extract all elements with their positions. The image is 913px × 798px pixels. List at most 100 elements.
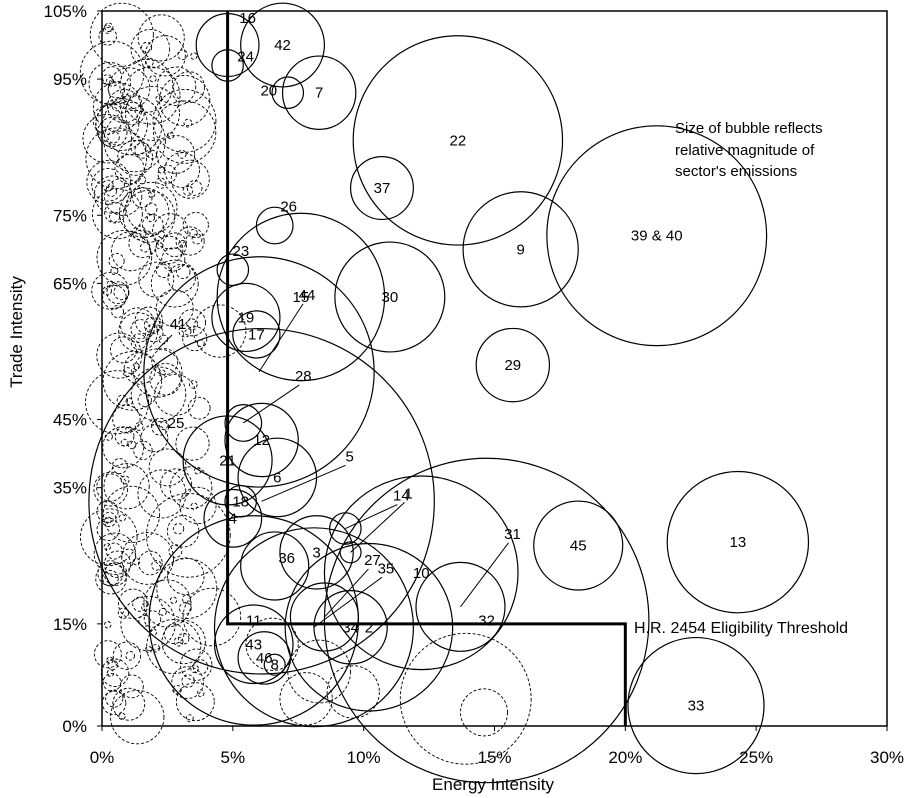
bubble-label: 19	[238, 309, 255, 326]
ineligible-bubble	[113, 284, 130, 301]
bubble-label: 41	[170, 316, 187, 333]
bubble-label: 9	[516, 241, 524, 258]
ineligible-bubble	[102, 569, 119, 587]
ineligible-bubble	[167, 263, 196, 293]
bubble-label: 18	[232, 493, 249, 510]
ineligible-bubble	[196, 689, 205, 697]
bubble-10	[323, 475, 519, 671]
ineligible-bubble	[89, 2, 154, 67]
bubble-label: 20	[260, 83, 277, 100]
ineligible-bubble	[96, 517, 120, 541]
bubble-22	[352, 35, 564, 246]
bubble-28	[224, 404, 263, 442]
bubble-7	[281, 55, 357, 130]
bubble-13	[666, 470, 810, 614]
ineligible-bubble	[172, 684, 182, 695]
bubble-label: 7	[315, 85, 323, 102]
ineligible-bubble	[146, 213, 155, 223]
ineligible-bubble	[166, 131, 175, 140]
ineligible-bubble	[96, 473, 125, 502]
bubble-2	[284, 542, 454, 712]
ineligible-bubble	[178, 601, 192, 615]
ineligible-bubble	[117, 607, 129, 619]
ineligible-bubble	[189, 228, 198, 238]
ineligible-bubble	[134, 306, 164, 335]
bubble-label: 36	[278, 550, 295, 567]
ineligible-bubble	[118, 514, 126, 522]
ineligible-bubble	[112, 687, 146, 721]
ineligible-bubble	[159, 607, 167, 616]
ineligible-bubble	[160, 468, 193, 501]
ineligible-bubble	[163, 623, 185, 645]
ineligible-bubble	[137, 14, 185, 62]
bubble-label: 23	[232, 243, 249, 260]
bubble-label: 42	[274, 37, 291, 54]
ineligible-bubble	[175, 682, 215, 722]
ineligible-bubble	[164, 152, 200, 188]
bubble-20	[271, 76, 305, 110]
ineligible-bubble	[169, 596, 178, 604]
ineligible-bubble	[107, 131, 120, 144]
ineligible-bubble	[144, 35, 186, 77]
bubble-label: 15	[293, 289, 310, 306]
ineligible-bubble	[118, 712, 126, 720]
ineligible-bubble	[177, 632, 190, 645]
ineligible-bubble	[138, 614, 151, 627]
ineligible-bubble	[245, 617, 299, 671]
bubble-9	[462, 191, 579, 308]
ineligible-bubble	[91, 271, 130, 310]
bubble-label: 12	[253, 432, 270, 449]
ineligible-bubble	[114, 426, 135, 447]
bubble-label: 33	[688, 698, 705, 715]
ineligible-bubble	[102, 673, 122, 692]
leader-line	[261, 464, 346, 502]
ineligible-bubble	[399, 632, 532, 765]
ineligible-bubble	[149, 628, 157, 636]
ineligible-bubble	[187, 396, 211, 420]
ineligible-bubble	[85, 370, 150, 435]
axes: 0% 5% 10% 15% 20% 25% 30% 0% 15% 35% 45% 65% 75% 95% 1…	[44, 2, 905, 767]
bubble-label: 30	[381, 289, 398, 306]
ineligible-bubble	[189, 380, 198, 389]
ineligible-bubble	[146, 493, 231, 578]
bubble-43	[213, 604, 294, 685]
ineligible-bubble	[182, 211, 209, 239]
x-tick-label: 0%	[90, 748, 115, 767]
bubble-label: 14	[393, 488, 410, 505]
y-axis-title: Trade Intensity	[7, 276, 26, 388]
bubble-label: 29	[504, 357, 521, 374]
bubble-label: 17	[248, 326, 265, 343]
ineligible-bubble	[137, 392, 152, 408]
bubble-11	[148, 515, 360, 726]
ineligible-bubble	[460, 688, 509, 737]
ineligible-bubble	[95, 563, 127, 595]
ineligible-bubble	[111, 458, 128, 474]
x-tick-label: 30%	[870, 748, 904, 767]
ineligible-bubble	[79, 40, 145, 106]
ineligible-bubble	[130, 366, 187, 422]
ineligible-bubble	[110, 231, 151, 272]
ineligible-bubble	[91, 168, 125, 202]
ineligible-bubble	[125, 85, 180, 141]
ineligible-bubble	[143, 610, 162, 628]
ineligible-bubble	[108, 253, 125, 270]
ineligible-bubble	[125, 650, 135, 661]
ineligible-bubble	[151, 560, 162, 571]
ineligible-bubble	[141, 41, 153, 53]
ineligible-bubble	[179, 486, 217, 525]
ineligible-bubble	[326, 665, 380, 719]
ineligible-bubble	[123, 352, 157, 385]
ineligible-bubble	[109, 336, 137, 364]
ineligible-bubble	[121, 532, 174, 585]
ineligible-bubble	[125, 397, 134, 406]
ineligible-bubble	[132, 596, 148, 612]
bubble-label: 34	[342, 619, 359, 636]
ineligible-bubble	[138, 550, 163, 576]
x-axis-title: Energy Intensity	[432, 775, 554, 794]
ineligible-bubble	[182, 326, 208, 352]
ineligible-bubble	[102, 426, 145, 469]
ineligible-bubble	[106, 669, 115, 677]
ineligible-bubble	[190, 52, 198, 60]
ineligible-bubble	[105, 542, 123, 560]
bubble-46	[237, 631, 291, 685]
